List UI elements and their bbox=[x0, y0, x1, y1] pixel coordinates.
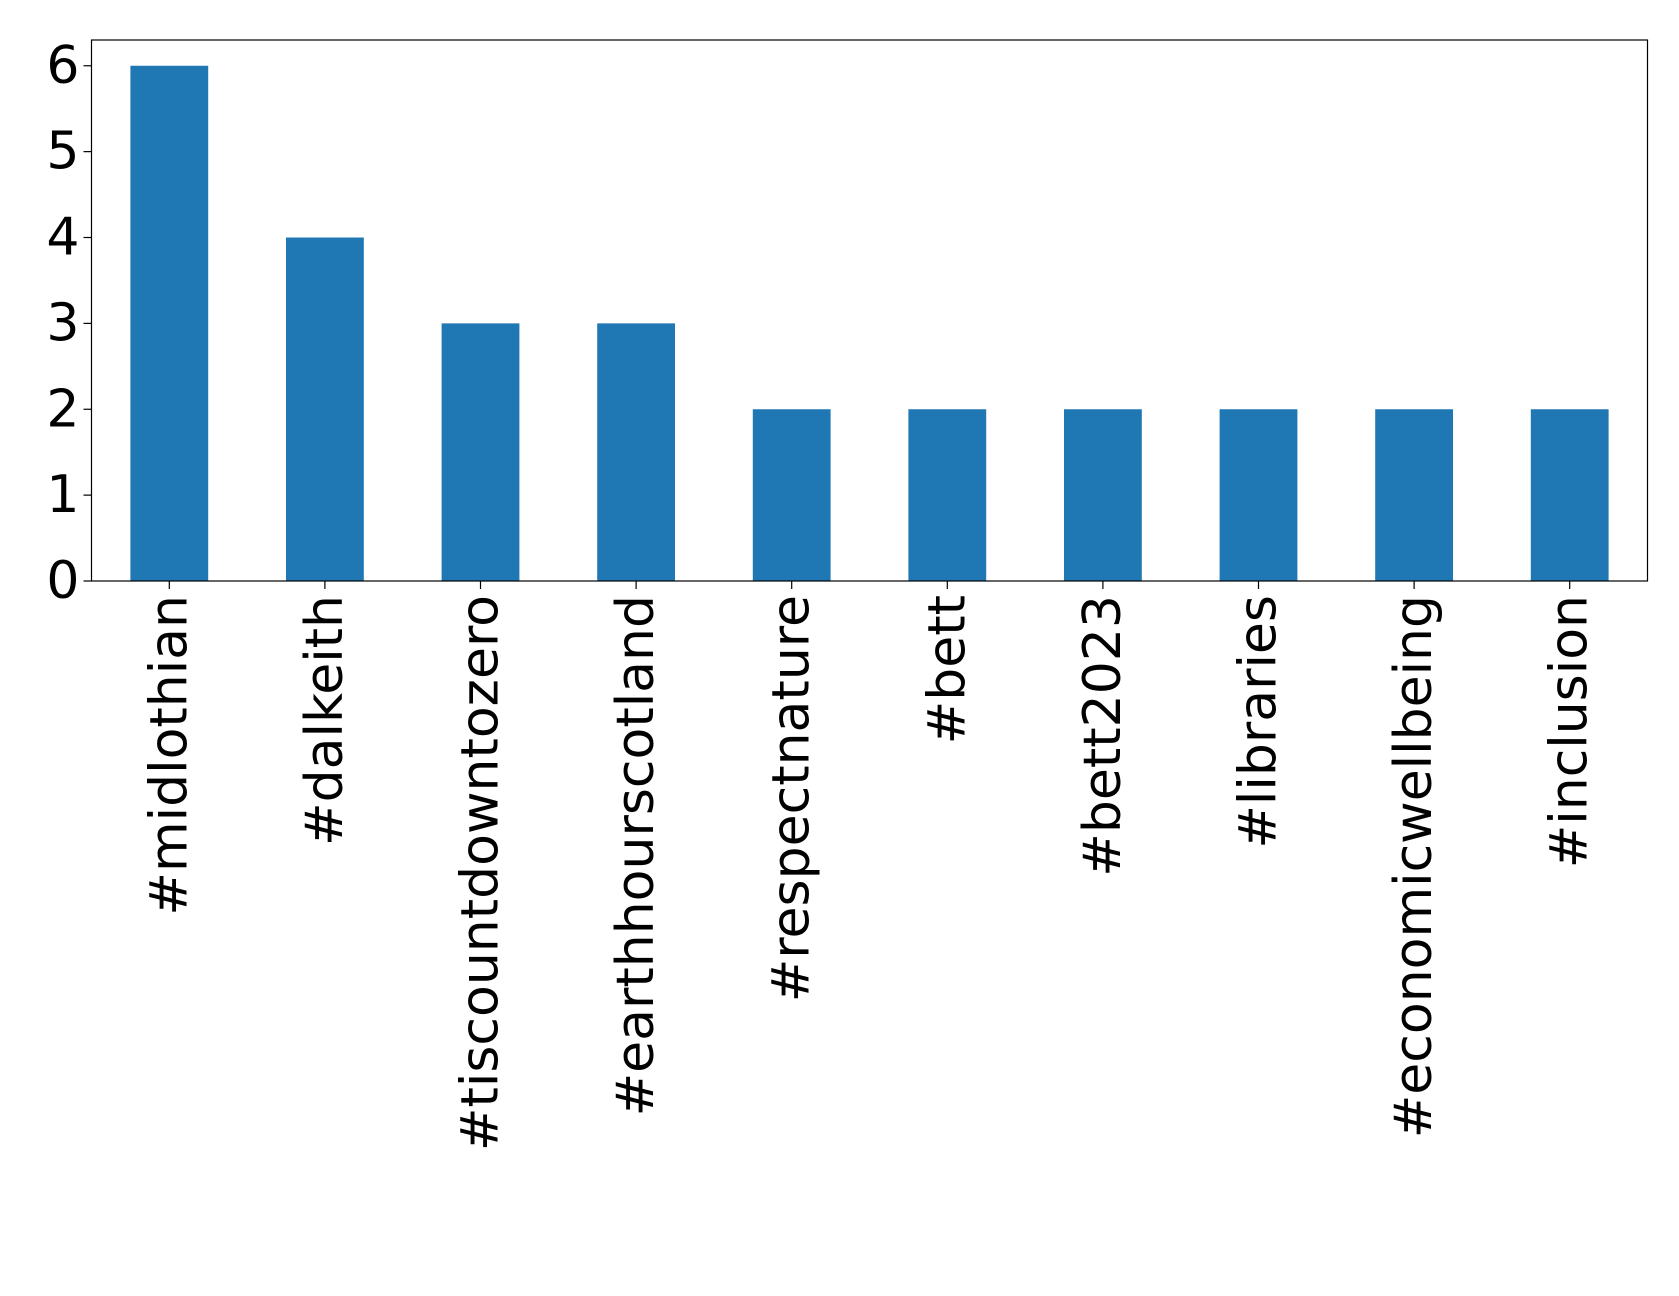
x-tick-label: #respectnature bbox=[762, 595, 822, 1002]
x-tick-label: #bett2023 bbox=[1073, 595, 1133, 877]
bar bbox=[286, 237, 364, 581]
bar bbox=[1375, 409, 1453, 581]
x-tick-label: #inclusion bbox=[1540, 595, 1600, 868]
x-tick-label: #tiscountdowntozero bbox=[451, 595, 511, 1151]
x-tick-label: #dalkeith bbox=[295, 595, 355, 846]
y-tick-label: 0 bbox=[46, 551, 79, 611]
y-tick-label: 1 bbox=[46, 465, 79, 525]
x-tick-label: #libraries bbox=[1229, 595, 1289, 849]
bar bbox=[908, 409, 987, 581]
y-tick-label: 2 bbox=[46, 379, 79, 439]
bar bbox=[597, 323, 675, 581]
y-tick-label: 4 bbox=[46, 208, 79, 268]
x-tick-label: #midlothian bbox=[139, 595, 199, 916]
bar bbox=[1219, 409, 1298, 581]
bar bbox=[130, 65, 209, 581]
y-tick-label: 6 bbox=[46, 36, 79, 96]
bar bbox=[1530, 409, 1609, 581]
x-tick-label: #economicwellbeing bbox=[1384, 595, 1444, 1138]
bar bbox=[441, 323, 520, 581]
x-tick-label: #earthhourscotland bbox=[606, 595, 666, 1116]
bar bbox=[1064, 409, 1142, 581]
x-tick-label: #bett bbox=[917, 595, 977, 744]
y-tick-label: 3 bbox=[46, 293, 79, 353]
plot-frame bbox=[90, 39, 1649, 582]
y-tick-label: 5 bbox=[46, 122, 79, 182]
bar bbox=[752, 409, 831, 581]
